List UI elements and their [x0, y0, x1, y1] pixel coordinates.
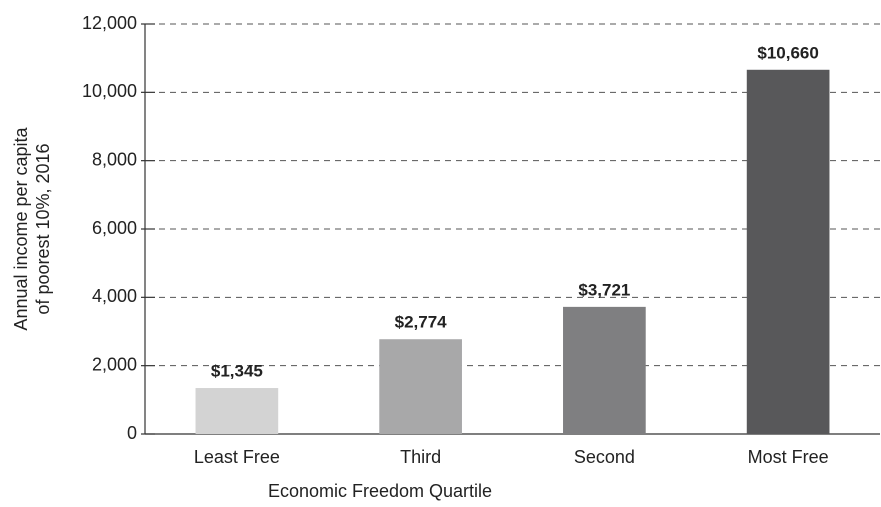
value-label: $10,660 [757, 43, 818, 62]
y-axis-label: Annual income per capita of poorest 10%,… [11, 126, 53, 330]
y-axis-label-line: of poorest 10%, 2016 [33, 143, 53, 314]
bar [746, 69, 830, 435]
value-label: $3,721 [578, 280, 630, 299]
y-tick-label: 8,000 [92, 149, 137, 169]
y-tick-label: 4,000 [92, 286, 137, 306]
y-axis-label-line: Annual income per capita [11, 126, 31, 330]
value-label: $1,345 [211, 362, 263, 381]
y-tick-label: 10,000 [82, 81, 137, 101]
x-tick-label: Most Free [748, 447, 829, 467]
x-tick-label: Second [574, 447, 635, 467]
y-tick-label: 6,000 [92, 218, 137, 238]
x-axis-label: Economic Freedom Quartile [268, 481, 492, 501]
bar [563, 306, 646, 434]
bar [195, 388, 279, 434]
bar [379, 339, 462, 434]
y-tick-label: 2,000 [92, 354, 137, 374]
value-label: $2,774 [395, 313, 448, 332]
y-tick-label: 0 [127, 423, 137, 443]
y-tick-label: 12,000 [82, 13, 137, 33]
x-tick-label: Least Free [194, 447, 280, 467]
x-tick-label: Third [400, 447, 441, 467]
